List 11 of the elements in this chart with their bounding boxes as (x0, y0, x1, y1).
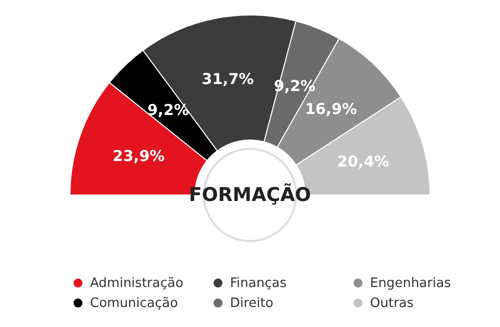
legend-label: Direito (230, 296, 274, 311)
legend-label: Engenharias (370, 276, 452, 291)
legend-label: Comunicação (90, 296, 178, 311)
text: FORMAÇÃO (188, 183, 312, 206)
data-label: 23,9% (112, 146, 165, 165)
data-label: 16,9% (304, 100, 358, 118)
legend-label: Finanças (230, 276, 287, 291)
legend-label: Administração (90, 276, 184, 291)
data-label: 20,4% (337, 152, 390, 170)
data-label: 31,7% (202, 70, 254, 88)
legend-label: Outras (370, 296, 414, 311)
